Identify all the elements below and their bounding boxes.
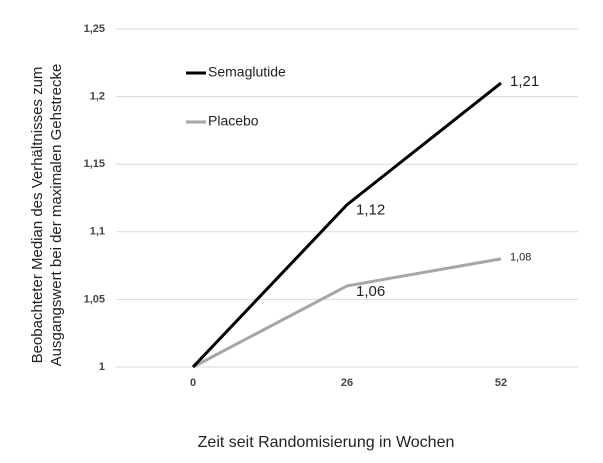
y-axis-label: Beobachteter Median des Verhältnisses zu… — [29, 64, 65, 367]
y-tick-label: 1,05 — [84, 293, 105, 305]
y-tick-label: 1 — [99, 361, 105, 373]
series-line — [191, 81, 502, 369]
data-label: 1,06 — [356, 283, 385, 300]
data-label: 1,21 — [510, 73, 539, 90]
data-label: 1,08 — [510, 252, 531, 264]
x-tick-label: 0 — [190, 377, 196, 389]
y-tick-label: 1,15 — [84, 158, 105, 170]
y-axis-label-line: Beobachteter Median des Verhältnisses zu… — [29, 67, 46, 364]
y-tick-label: 1,1 — [90, 226, 105, 238]
series-line — [192, 257, 502, 369]
x-axis-label: Zeit seit Randomisierung in Wochen — [198, 434, 455, 451]
y-tick-label: 1,2 — [90, 91, 105, 103]
y-axis-label-line: Ausgangswert bei der maximalen Gehstreck… — [48, 64, 65, 367]
legend-label: Semaglutide — [208, 64, 286, 80]
x-tick-label: 26 — [341, 377, 353, 389]
legend-label: Placebo — [208, 113, 259, 129]
y-tick-label: 1,25 — [84, 23, 105, 35]
x-tick-label: 52 — [495, 377, 507, 389]
data-label: 1,12 — [356, 202, 385, 219]
